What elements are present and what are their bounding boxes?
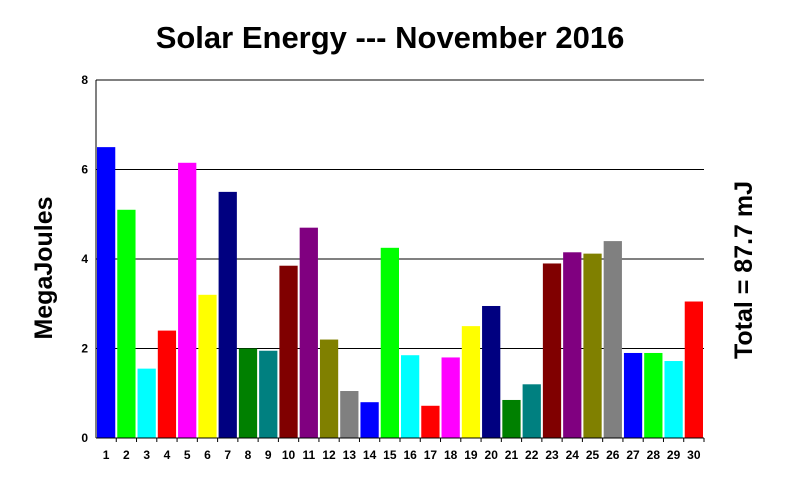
x-tick-label: 13 (343, 448, 357, 462)
total-annotation: Total = 87.7 mJ (730, 181, 758, 359)
x-tick-label: 11 (302, 448, 315, 462)
bar (360, 402, 379, 438)
x-tick-label: 15 (383, 448, 397, 462)
y-tick-label: 2 (81, 342, 88, 356)
axes (95, 80, 705, 442)
bar (502, 399, 521, 438)
bar (238, 348, 258, 438)
bar (299, 227, 318, 438)
bar (441, 357, 460, 438)
x-tick-label: 20 (485, 448, 499, 462)
x-tick-label: 6 (204, 448, 211, 462)
y-tick-label: 4 (81, 252, 88, 266)
bar (319, 339, 339, 438)
bar (563, 252, 582, 438)
x-tick-label: 19 (464, 448, 478, 462)
bar (684, 301, 703, 438)
bar (401, 355, 420, 438)
bar (178, 162, 197, 438)
bar (603, 241, 622, 438)
x-tick-label: 17 (424, 448, 438, 462)
bar (117, 209, 136, 438)
x-tick-label: 2 (123, 448, 130, 462)
x-tick-label: 22 (525, 448, 539, 462)
x-tick-label: 30 (687, 448, 701, 462)
x-tick-label: 26 (606, 448, 620, 462)
x-tick-label: 14 (363, 448, 377, 462)
x-tick-label: 9 (265, 448, 272, 462)
x-tick-label: 1 (103, 448, 110, 462)
x-tick-labels: 1 2 3 4 5 6 7 8 9 10 11 12 13 14 15 16 17 18 19 20 21 22 23 24 2… (103, 448, 701, 462)
x-tick-label: 4 (164, 448, 171, 462)
bar (542, 263, 562, 438)
x-tick-label: 28 (647, 448, 661, 462)
bar (461, 326, 481, 438)
x-tick-label: 10 (282, 448, 296, 462)
bar (644, 352, 663, 438)
x-tick-label: 21 (505, 448, 519, 462)
y-tick-label: 8 (81, 73, 88, 87)
bar (218, 191, 237, 438)
x-tick-label: 24 (566, 448, 580, 462)
x-tick-label: 7 (224, 448, 231, 462)
x-tick-label: 12 (322, 448, 336, 462)
bar (137, 368, 156, 438)
x-tick-label: 16 (403, 448, 417, 462)
y-tick-label: 6 (81, 163, 88, 177)
bar (583, 253, 602, 438)
x-tick-label: 23 (545, 448, 559, 462)
bar (421, 405, 440, 438)
bar (198, 294, 217, 438)
x-tick-label: 5 (184, 448, 191, 462)
bar (97, 147, 116, 438)
x-tick-label: 25 (586, 448, 600, 462)
bar (482, 305, 501, 438)
x-tick-label: 3 (143, 448, 150, 462)
bar (664, 361, 683, 438)
bar (340, 391, 359, 438)
x-tick-label: 27 (626, 448, 640, 462)
bar (623, 352, 643, 438)
y-axis-label: MegaJoules (30, 196, 58, 339)
y-tick-labels: 0 2 4 6 8 (81, 73, 88, 445)
chart-title: Solar Energy --- November 2016 (156, 20, 625, 55)
bar (259, 350, 278, 438)
bar (522, 384, 541, 438)
x-tick-label: 18 (444, 448, 458, 462)
bars (97, 147, 703, 438)
y-tick-label: 0 (81, 431, 88, 445)
gridlines (96, 79, 704, 349)
x-tick-label: 29 (667, 448, 681, 462)
x-tick-label: 8 (245, 448, 252, 462)
bar (380, 247, 399, 438)
bar (157, 330, 177, 438)
bar (279, 265, 298, 438)
